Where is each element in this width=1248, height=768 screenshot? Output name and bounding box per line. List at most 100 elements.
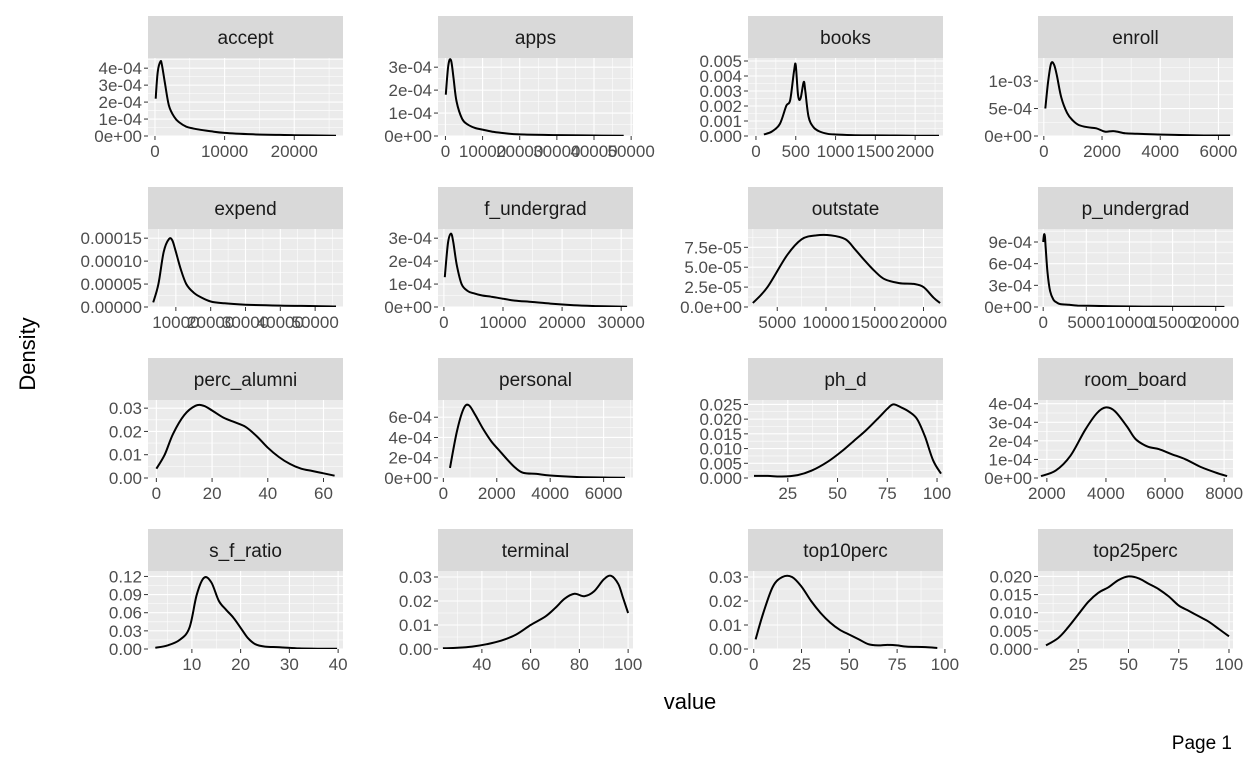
facet-strip-label: personal — [499, 370, 572, 391]
facet-strip — [438, 358, 633, 400]
gridlines — [1038, 571, 1233, 649]
facet-strip-label: accept — [218, 28, 275, 49]
density-line-room_board — [1040, 406, 1228, 478]
y-tick-label: 2.5e-05 — [684, 278, 742, 297]
y-tick-label: 3e-04 — [389, 58, 432, 77]
y-tick-label: 0.01 — [109, 446, 142, 465]
facet-strip — [1038, 16, 1233, 58]
x-tick-label: 40000 — [570, 142, 617, 161]
gridlines — [438, 400, 633, 478]
x-tick-label: 0 — [751, 142, 760, 161]
panel-background — [748, 58, 943, 136]
density-line-f_undergrad — [443, 232, 628, 307]
gridlines — [148, 229, 343, 307]
y-tick-label: 9e-04 — [989, 233, 1032, 252]
y-tick-label: 2e-04 — [389, 449, 432, 468]
density-line-terminal — [442, 574, 630, 649]
facet-strip — [1038, 358, 1233, 400]
y-tick-label: 0.0e+00 — [680, 298, 742, 317]
y-tick-label: 2e-04 — [99, 93, 142, 112]
facet-strip — [148, 187, 343, 229]
facet-strip-label: outstate — [812, 199, 880, 220]
density-line-p_undergrad — [1042, 233, 1225, 307]
x-tick-label: 2000 — [1028, 484, 1066, 503]
panel-background — [438, 229, 633, 307]
y-tick-label: 4e-04 — [389, 428, 432, 447]
facet-strip-label: s_f_ratio — [209, 541, 282, 562]
facet-strip-label: apps — [515, 28, 556, 49]
y-tick-label: 0.010 — [699, 440, 742, 459]
x-tick-label: 100 — [614, 655, 642, 674]
density-line-books — [763, 62, 940, 136]
facet-strip-label: perc_alumni — [194, 370, 298, 391]
x-tick-label: 20 — [231, 655, 250, 674]
density-line-personal — [449, 403, 626, 478]
y-tick-label: 0.03 — [109, 622, 142, 641]
x-tick-label: 60 — [521, 655, 540, 674]
x-tick-label: 2000 — [1083, 142, 1121, 161]
x-tick-label: 20000 — [900, 313, 947, 332]
y-tick-label: 1e-03 — [989, 72, 1032, 91]
y-tick-label: 0.00000 — [81, 298, 142, 317]
panel-background — [748, 571, 943, 649]
x-tick-label: 0 — [150, 142, 159, 161]
gridlines — [1038, 229, 1233, 307]
panel-background — [438, 400, 633, 478]
y-tick-label: 0.03 — [709, 568, 742, 587]
x-tick-label: 50000 — [292, 313, 339, 332]
y-tick-label: 0.01 — [399, 616, 432, 635]
y-tick-label: 0e+00 — [984, 469, 1032, 488]
panel-background — [1038, 229, 1233, 307]
x-tick-label: 30000 — [222, 313, 269, 332]
facet-panel-room_board: room_board 2000 4000 6000 8000 0e+001e-042e-0… — [984, 358, 1243, 503]
y-tick-label: 0.01 — [709, 616, 742, 635]
facet-panel-accept: accept 0 10000 20000 0e+001e-042e-043e-044e-… — [94, 16, 343, 161]
x-tick-label: 0 — [749, 655, 758, 674]
y-tick-label: 5e-04 — [989, 100, 1032, 119]
y-tick-label: 0.00 — [109, 469, 142, 488]
x-tick-label: 50 — [840, 655, 859, 674]
y-tick-label: 0.12 — [109, 567, 142, 586]
x-tick-label: 25 — [1069, 655, 1088, 674]
y-tick-label: 3e-04 — [389, 229, 432, 248]
facet-panel-outstate: outstate 5000 10000 15000 20000 0.0e+002.5e-0… — [680, 187, 947, 332]
facet-strip — [438, 16, 633, 58]
panel-background — [438, 58, 633, 136]
x-tick-label: 50000 — [608, 142, 655, 161]
y-tick-label: 0.00005 — [81, 275, 142, 294]
x-tick-label: 60 — [314, 484, 333, 503]
gridlines — [438, 229, 633, 307]
y-tick-label: 0.000 — [989, 640, 1032, 659]
facet-strip — [438, 187, 633, 229]
x-tick-label: 2000 — [896, 142, 934, 161]
facet-strip — [748, 187, 943, 229]
facet-strip-label: terminal — [502, 541, 570, 562]
y-tick-label: 0.025 — [699, 395, 742, 414]
x-tick-label: 10000 — [152, 313, 199, 332]
gridlines — [148, 58, 343, 136]
y-tick-label: 6e-04 — [989, 255, 1032, 274]
x-tick-label: 10 — [182, 655, 201, 674]
facet-strip-label: ph_d — [824, 370, 866, 391]
facet-panel-s_f_ratio: s_f_ratio 10 20 30 40 0.000.030.060.090.12 — [109, 529, 348, 674]
y-tick-label: 3e-04 — [989, 276, 1032, 295]
y-tick-label: 0.000 — [699, 469, 742, 488]
y-tick-label: 2e-04 — [389, 81, 432, 100]
x-tick-label: 20000 — [538, 313, 585, 332]
x-tick-label: 25 — [778, 484, 797, 503]
x-tick-label: 0 — [1038, 313, 1047, 332]
x-tick-label: 10000 — [479, 313, 526, 332]
y-tick-label: 0e+00 — [384, 127, 432, 146]
x-tick-label: 5000 — [758, 313, 796, 332]
facet-strip — [148, 358, 343, 400]
y-axis-title: Density — [15, 317, 40, 390]
x-tick-label: 20000 — [1192, 313, 1239, 332]
y-tick-label: 3e-04 — [989, 413, 1032, 432]
x-tick-label: 6000 — [585, 484, 623, 503]
x-tick-label: 0 — [441, 142, 450, 161]
facet-strip-label: enroll — [1112, 28, 1158, 49]
x-tick-label: 8000 — [1205, 484, 1243, 503]
y-tick-label: 0.00 — [109, 640, 142, 659]
facet-strip — [748, 358, 943, 400]
